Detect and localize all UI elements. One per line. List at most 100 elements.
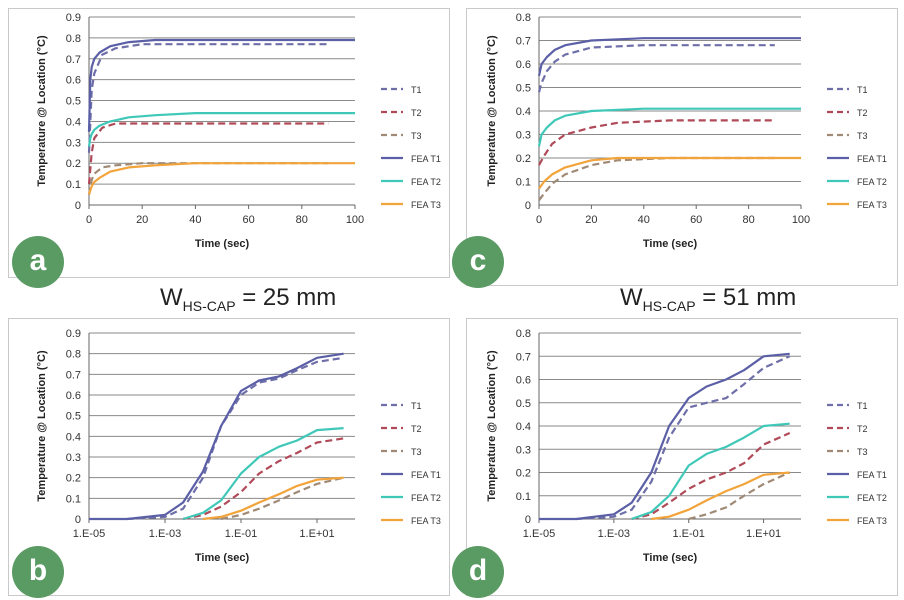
- badge-a: a: [12, 236, 64, 288]
- y-axis-label: Temperature @ Location (°C): [36, 35, 48, 187]
- y-tick-label: 0.3: [66, 137, 81, 149]
- x-axis-label: Time (sec): [643, 238, 698, 250]
- y-tick-label: 0.5: [516, 398, 531, 410]
- y-tick-label: 0.1: [66, 493, 81, 505]
- legend-label: FEA T2: [411, 493, 441, 503]
- caption-width-51mm: WHS-CAP = 51 mm: [620, 284, 796, 314]
- chart-panel-d: 0 0.1 0.2 0.3 0.4 0.5 0.6 0.7 0.8 1.E-05 1.E-03 1.E…: [466, 318, 898, 596]
- x-tick-label: 80: [742, 214, 754, 226]
- x-tick-label: 1.E-05: [523, 528, 555, 540]
- legend-label: FEA T1: [857, 470, 887, 480]
- y-tick-label: 0.3: [516, 130, 531, 142]
- y-tick-label: 0: [75, 514, 81, 526]
- x-tick-label: 1.E+01: [746, 528, 781, 540]
- y-tick-label: 0.8: [516, 328, 531, 340]
- y-tick-label: 0.8: [66, 349, 81, 361]
- series-line-t1: [126, 356, 344, 521]
- chart-panel-a: 0 0.1 0.2 0.3 0.4 0.5 0.6 0.7 0.8 0.9 0 20 40 60 80 100…: [8, 8, 450, 278]
- y-tick-label: 0: [525, 200, 531, 212]
- series-line-fea-t1: [87, 38, 355, 132]
- x-tick-label: 1.E-05: [73, 528, 105, 540]
- legend-label: FEA T3: [411, 516, 441, 526]
- y-tick-label: 0.2: [516, 468, 531, 480]
- x-tick-label: 40: [638, 214, 650, 226]
- legend-label: FEA T2: [857, 177, 887, 187]
- y-tick-label: 0.9: [66, 12, 81, 24]
- legend-label: FEA T1: [411, 154, 441, 164]
- y-tick-label: 0.1: [66, 179, 81, 191]
- y-tick-label: 0.5: [66, 411, 81, 423]
- x-axis-label: Time (sec): [195, 238, 250, 250]
- y-tick-label: 0.7: [66, 54, 81, 66]
- x-axis-label: Time (sec): [643, 552, 698, 564]
- series-line-t3: [688, 471, 791, 521]
- y-tick-label: 0.8: [516, 12, 531, 24]
- legend-label: FEA T3: [857, 200, 887, 210]
- y-tick-label: 0.3: [516, 444, 531, 456]
- legend-label: T2: [857, 108, 868, 118]
- legend-label: FEA T1: [411, 470, 441, 480]
- y-tick-label: 0.6: [516, 375, 531, 387]
- x-tick-label: 1.E-03: [149, 528, 181, 540]
- x-tick-label: 60: [690, 214, 702, 226]
- legend-label: FEA T1: [857, 154, 887, 164]
- caption-subscript: HS-CAP: [642, 297, 696, 314]
- legend-label: T2: [411, 424, 422, 434]
- y-tick-label: 0.5: [66, 96, 81, 108]
- y-axis-label: Temperature @ Location (°C): [486, 35, 498, 187]
- legend-label: FEA T3: [411, 200, 441, 210]
- series-line-fea-t3: [202, 476, 344, 521]
- x-tick-label: 1.E+01: [299, 528, 334, 540]
- x-tick-label: 80: [296, 214, 308, 226]
- x-tick-label: 100: [346, 214, 364, 226]
- legend-label: T3: [411, 131, 422, 141]
- chart-panel-b: 0 0.1 0.2 0.3 0.4 0.5 0.6 0.7 0.8 0.9 1.E-05 1.E-03…: [8, 318, 450, 596]
- series-line-fea-t3: [538, 156, 801, 190]
- y-tick-label: 0.9: [66, 328, 81, 340]
- y-tick-label: 0.7: [516, 351, 531, 363]
- x-tick-label: 20: [585, 214, 597, 226]
- legend-label: FEA T2: [411, 177, 441, 187]
- y-tick-label: 0.2: [66, 158, 81, 170]
- x-tick-label: 1.E-03: [598, 528, 630, 540]
- chart-d: 0 0.1 0.2 0.3 0.4 0.5 0.6 0.7 0.8 1.E-05 1.E-03 1.E…: [486, 328, 887, 564]
- y-tick-label: 0.6: [66, 75, 81, 87]
- y-tick-label: 0.1: [516, 491, 531, 503]
- series-line-t1: [537, 44, 775, 93]
- caption-subscript: HS-CAP: [182, 297, 236, 314]
- y-tick-label: 0.4: [66, 431, 81, 443]
- series-line-fea-t1: [537, 37, 801, 77]
- x-tick-label: 0: [536, 214, 542, 226]
- series-line-fea-t2: [631, 422, 790, 521]
- caption-width-25mm: WHS-CAP = 25 mm: [160, 284, 336, 314]
- y-tick-label: 0: [75, 200, 81, 212]
- series-line-t2: [182, 437, 344, 521]
- y-tick-label: 0: [525, 514, 531, 526]
- series-line-t1: [576, 355, 791, 521]
- chart-b: 0 0.1 0.2 0.3 0.4 0.5 0.6 0.7 0.8 0.9 1.E-05 1.E-03…: [36, 328, 441, 564]
- legend-label: T1: [411, 401, 422, 411]
- chart-panel-c: 0 0.1 0.2 0.3 0.4 0.5 0.6 0.7 0.8 0 20 40 60 80 100 Tim…: [466, 8, 898, 286]
- y-tick-label: 0.3: [66, 452, 81, 464]
- badge-d: d: [452, 546, 504, 598]
- x-tick-label: 60: [242, 214, 254, 226]
- y-tick-label: 0.4: [66, 116, 81, 128]
- series-line-fea-t2: [537, 107, 801, 147]
- legend-label: T1: [411, 85, 422, 95]
- badge-c: c: [452, 236, 504, 288]
- y-tick-label: 0.7: [66, 369, 81, 381]
- series-line-t2: [538, 119, 775, 166]
- x-tick-label: 1.E-01: [673, 528, 705, 540]
- y-tick-label: 0.2: [516, 153, 531, 165]
- legend-label: FEA T3: [857, 516, 887, 526]
- x-axis-label: Time (sec): [195, 552, 250, 564]
- legend-label: T2: [411, 108, 422, 118]
- legend-label: T1: [857, 85, 868, 95]
- x-tick-label: 0: [86, 214, 92, 226]
- y-tick-label: 0.1: [516, 177, 531, 189]
- x-tick-label: 1.E-01: [225, 528, 257, 540]
- series-line-t2: [87, 122, 329, 185]
- y-tick-label: 0.4: [516, 421, 531, 433]
- series-line-t3: [220, 476, 344, 521]
- x-tick-label: 20: [136, 214, 148, 226]
